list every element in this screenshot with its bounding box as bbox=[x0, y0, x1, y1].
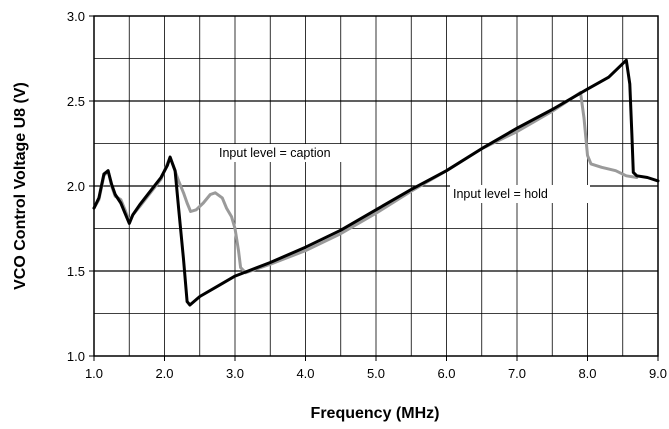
y-tick-label: 1.0 bbox=[67, 349, 85, 364]
y-tick-label: 2.5 bbox=[67, 94, 85, 109]
x-tick-label: 3.0 bbox=[226, 366, 244, 381]
annotation-caption-label: Input level = caption bbox=[219, 146, 331, 160]
y-tick-label: 2.0 bbox=[67, 179, 85, 194]
x-axis-title: Frequency (MHz) bbox=[311, 405, 440, 422]
ticks-layer: 1.0 2.0 3.0 4.0 5.0 6.0 7.0 8.0 9.0 1.0 1.5 2.0 2.5 3… bbox=[67, 9, 667, 381]
x-tick-label: 4.0 bbox=[296, 366, 314, 381]
x-tick-label: 8.0 bbox=[578, 366, 596, 381]
annotation-caption: Input level = caption bbox=[215, 144, 353, 162]
y-tick-label: 3.0 bbox=[67, 9, 85, 24]
x-tick-label: 2.0 bbox=[155, 366, 173, 381]
x-tick-label: 1.0 bbox=[85, 366, 103, 381]
y-tick-label: 1.5 bbox=[67, 264, 85, 279]
series-layer bbox=[92, 58, 660, 307]
annotation-hold-label: Input level = hold bbox=[453, 187, 548, 201]
x-tick-label: 9.0 bbox=[649, 366, 667, 381]
x-tick-label: 6.0 bbox=[437, 366, 455, 381]
x-tick-label: 5.0 bbox=[367, 366, 385, 381]
series-line-1 bbox=[92, 58, 660, 307]
annotation-hold: Input level = hold bbox=[450, 185, 590, 203]
y-axis-title: VCO Control Voltage U8 (V) bbox=[12, 82, 29, 290]
x-tick-label: 7.0 bbox=[508, 366, 526, 381]
